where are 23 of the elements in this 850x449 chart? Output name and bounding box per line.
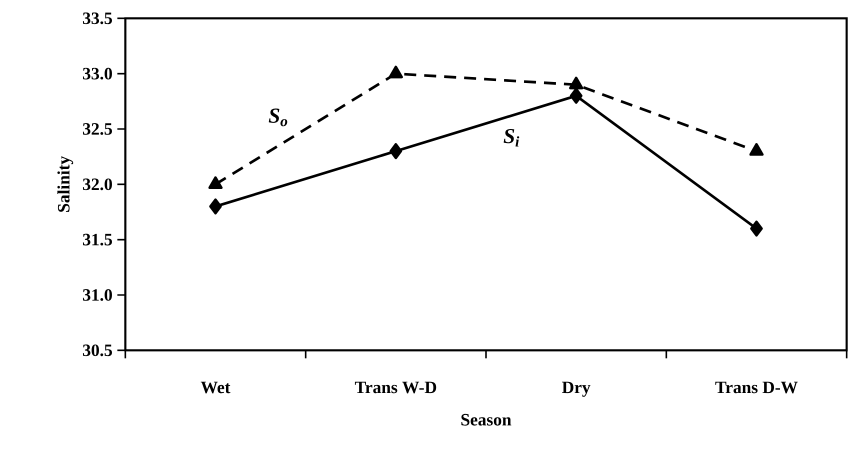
point — [390, 143, 402, 160]
x-tick-label: Trans D-W — [715, 382, 798, 394]
y-tick-label: 32.5 — [82, 123, 112, 135]
y-axis-title: Salinity — [57, 156, 74, 212]
y-tick-label: 31.5 — [82, 234, 112, 246]
y-tick-label: 33.5 — [82, 12, 112, 24]
x-axis-title: Season — [461, 414, 512, 426]
y-tick-label: 30.5 — [82, 344, 112, 356]
series-label: S$_{o}$ — [268, 108, 288, 126]
x-tick-label: Trans W-D — [354, 382, 436, 394]
point — [569, 76, 584, 90]
point — [208, 176, 223, 189]
x-tick-label: Dry — [562, 382, 590, 397]
point — [209, 198, 222, 214]
point — [388, 66, 403, 78]
x-tick-label: Wet — [200, 382, 230, 394]
y-tick-label: 31.0 — [82, 289, 112, 301]
point — [570, 88, 582, 104]
series-label: S$_{i}$ — [504, 128, 520, 147]
y-tick-label: 33.0 — [82, 68, 112, 80]
point — [749, 143, 764, 156]
point — [750, 220, 763, 237]
y-tick-label: 32.0 — [82, 178, 112, 190]
